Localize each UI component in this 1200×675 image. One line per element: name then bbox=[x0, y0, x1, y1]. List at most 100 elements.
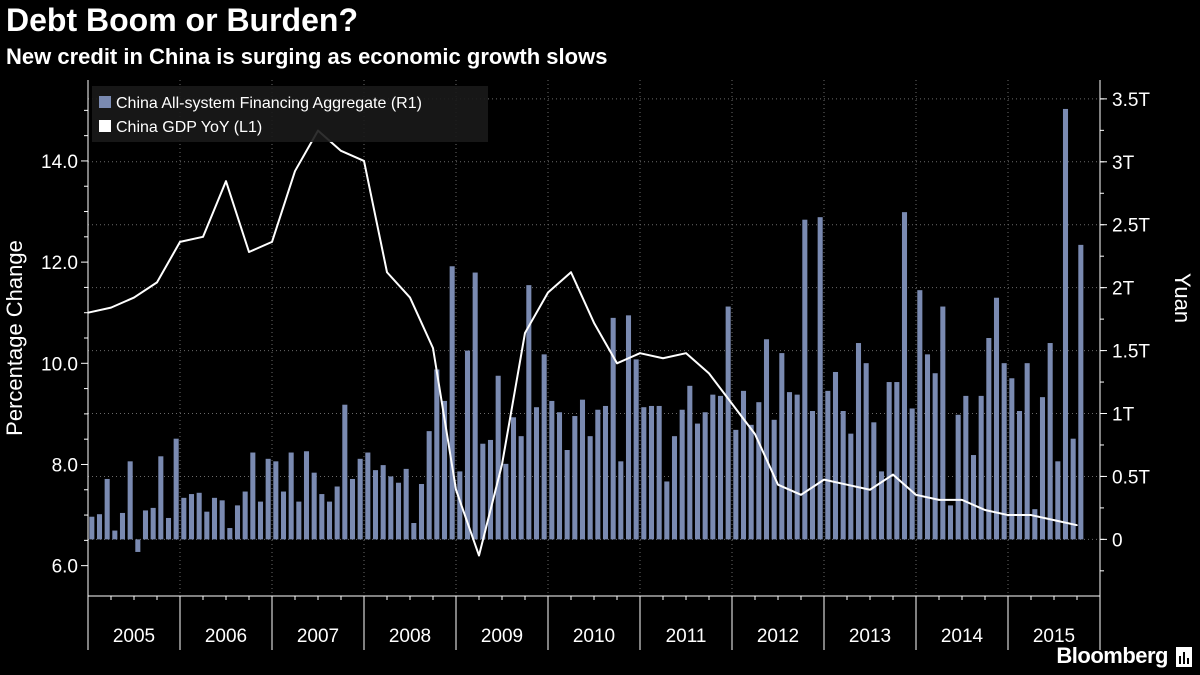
financing-bar bbox=[955, 414, 961, 540]
financing-bar bbox=[150, 507, 156, 540]
financing-bar bbox=[411, 523, 417, 540]
financing-bar bbox=[526, 285, 532, 540]
financing-bar bbox=[127, 461, 133, 540]
financing-bar bbox=[840, 410, 846, 540]
financing-bar bbox=[464, 350, 471, 540]
financing-bar bbox=[664, 481, 670, 540]
financing-bar bbox=[733, 429, 739, 540]
right-tick-label: 3T bbox=[1112, 153, 1135, 174]
gdp-point bbox=[892, 473, 894, 476]
year-label: 2014 bbox=[941, 626, 984, 647]
financing-bar bbox=[924, 354, 931, 540]
financing-bar bbox=[802, 219, 808, 540]
legend-label: China All-system Financing Aggregate (R1… bbox=[116, 95, 422, 112]
financing-bar bbox=[871, 422, 877, 540]
gdp-point bbox=[915, 494, 917, 496]
financing-bar bbox=[503, 463, 509, 540]
right-tick-label: 0.5T bbox=[1112, 467, 1150, 488]
financing-bar bbox=[1078, 244, 1084, 540]
financing-bar bbox=[188, 494, 195, 540]
financing-bar bbox=[311, 472, 317, 540]
gdp-point bbox=[961, 499, 963, 501]
gdp-point bbox=[616, 362, 618, 365]
right-tick-label: 0 bbox=[1112, 530, 1123, 551]
financing-bar bbox=[656, 405, 662, 540]
financing-bar bbox=[817, 217, 823, 540]
financing-bar bbox=[303, 451, 310, 540]
financing-bar bbox=[449, 266, 455, 540]
financing-bar bbox=[809, 410, 816, 540]
bloomberg-logo: Bloomberg bbox=[1056, 643, 1168, 668]
financing-bar bbox=[510, 417, 517, 540]
chart-title: Debt Boom or Burden? bbox=[6, 2, 358, 38]
financing-bar bbox=[173, 438, 179, 540]
financing-bar bbox=[878, 471, 885, 540]
financing-bar bbox=[702, 412, 708, 540]
financing-bar bbox=[380, 465, 386, 540]
financing-bar bbox=[986, 338, 992, 540]
financing-bar bbox=[403, 468, 409, 540]
gdp-point bbox=[984, 509, 986, 511]
gdp-point bbox=[110, 306, 112, 309]
financing-bar bbox=[740, 390, 747, 540]
financing-bar bbox=[710, 394, 716, 540]
financing-bar bbox=[549, 400, 555, 540]
financing-bar bbox=[472, 272, 478, 540]
legend-swatch bbox=[99, 96, 111, 108]
financing-bar bbox=[395, 482, 402, 540]
financing-bar bbox=[1047, 343, 1053, 540]
gdp-point bbox=[363, 160, 365, 162]
financing-bar bbox=[886, 382, 892, 540]
year-label: 2009 bbox=[481, 626, 523, 647]
right-tick-label: 1.5T bbox=[1112, 342, 1150, 363]
left-tick-label: 12.0 bbox=[41, 253, 78, 274]
financing-bar bbox=[1032, 509, 1038, 540]
financing-bar bbox=[1024, 363, 1030, 540]
gdp-point bbox=[248, 251, 250, 253]
gdp-point bbox=[1007, 514, 1009, 516]
financing-bar bbox=[142, 510, 149, 540]
financing-bar bbox=[372, 470, 379, 540]
year-label: 2008 bbox=[389, 626, 431, 647]
financing-bar bbox=[771, 419, 777, 540]
financing-bar bbox=[165, 517, 172, 540]
financing-bar bbox=[587, 436, 593, 540]
financing-bar bbox=[572, 416, 578, 540]
gdp-point bbox=[87, 311, 89, 314]
gdp-point bbox=[731, 402, 733, 405]
financing-bar bbox=[863, 363, 869, 540]
year-label: 2010 bbox=[573, 626, 615, 647]
financing-bar bbox=[901, 212, 908, 540]
financing-bar bbox=[342, 404, 348, 540]
financing-bar bbox=[357, 458, 363, 540]
gdp-point bbox=[846, 483, 848, 486]
gdp-point bbox=[685, 352, 687, 354]
financing-bar bbox=[418, 483, 425, 540]
legend-swatch bbox=[99, 120, 111, 132]
gdp-point bbox=[225, 180, 227, 182]
financing-bar bbox=[602, 405, 609, 540]
financing-bar bbox=[556, 412, 563, 540]
left-tick-label: 6.0 bbox=[52, 557, 78, 578]
financing-bar bbox=[595, 409, 601, 540]
financing-bar bbox=[1009, 378, 1015, 540]
gdp-point bbox=[662, 357, 664, 360]
financing-bar bbox=[273, 461, 279, 540]
financing-bar bbox=[487, 439, 494, 540]
left-tick-label: 8.0 bbox=[52, 455, 78, 476]
financing-bar bbox=[763, 339, 770, 540]
left-axis-title: Percentage Change bbox=[2, 240, 27, 436]
financing-bar bbox=[265, 458, 271, 540]
financing-bar bbox=[648, 405, 655, 540]
financing-bar bbox=[855, 343, 862, 540]
financing-bar bbox=[564, 450, 570, 540]
year-label: 2006 bbox=[205, 626, 247, 647]
bloomberg-logo-icon bbox=[1176, 647, 1192, 667]
financing-bar bbox=[257, 501, 264, 540]
gdp-point bbox=[432, 347, 434, 349]
financing-bar bbox=[219, 500, 225, 540]
financing-bar bbox=[1001, 363, 1007, 540]
gdp-point bbox=[869, 488, 871, 491]
financing-bar bbox=[518, 436, 524, 540]
